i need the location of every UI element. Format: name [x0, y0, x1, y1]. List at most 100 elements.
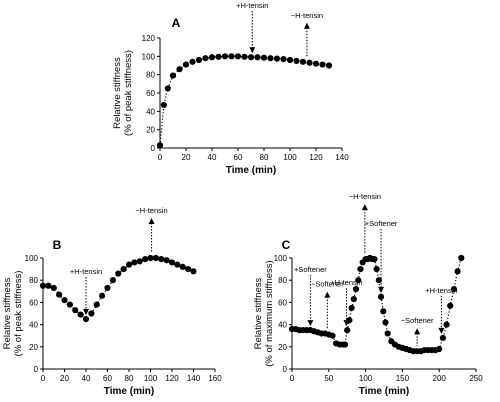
x-tick-label: 0	[290, 374, 295, 383]
data-point	[306, 59, 313, 66]
x-tick-label: 120	[309, 153, 323, 162]
annotation-label: +Softener	[365, 219, 398, 228]
data-point	[160, 101, 167, 109]
y-axis-label: Relative stiffness	[2, 277, 13, 349]
data-point	[329, 332, 336, 339]
data-point	[115, 270, 122, 277]
data-point	[450, 285, 458, 293]
data-point	[82, 315, 90, 323]
y-axis-label: Relative stiffness	[112, 57, 123, 129]
x-tick-label: 60	[234, 153, 243, 162]
x-tick-label: 200	[433, 374, 447, 383]
data-point	[99, 292, 106, 299]
y-axis-label: Relative stiffness	[253, 277, 264, 349]
data-point	[61, 297, 68, 304]
data-point	[254, 54, 261, 61]
data-point	[377, 293, 385, 300]
annotation-arrow-head	[249, 47, 256, 54]
x-tick-label: 80	[125, 374, 134, 383]
data-point	[371, 256, 378, 263]
annotation-label: −Softener	[401, 316, 434, 325]
y-tick-label: 120	[142, 34, 156, 43]
chart-panel-c: 0 50 100 150 200 250 0 20 40 60 80 100 Time (min) Rel…	[253, 192, 483, 397]
data-point	[380, 308, 387, 315]
annotation-arrow-head	[438, 327, 445, 334]
data-point	[202, 55, 209, 62]
data-point	[447, 302, 454, 309]
data-point	[355, 277, 362, 284]
annotation-arrow-head	[361, 204, 368, 211]
data-point	[260, 54, 268, 61]
data-point	[88, 310, 95, 317]
data-point	[39, 282, 47, 289]
y-tick-label: 40	[29, 321, 38, 330]
data-point	[344, 327, 351, 334]
x-tick-label: 20	[182, 153, 191, 162]
y-tick-label: 80	[29, 276, 38, 285]
series-connector	[159, 55, 330, 146]
y-tick-label: 0	[283, 365, 288, 374]
annotation-label: −H-tensin	[135, 206, 167, 215]
data-point	[352, 285, 360, 293]
annotation-arrow-head	[414, 328, 421, 335]
y-tick-label: 40	[278, 321, 287, 330]
data-point	[120, 266, 127, 273]
data-point	[185, 266, 192, 273]
annotation-label: −Softener	[311, 280, 344, 289]
annotation-label: +H-tensin	[236, 1, 268, 10]
panel-label: A	[172, 16, 181, 30]
annotation-arrow-head	[148, 218, 155, 224]
data-point	[382, 319, 389, 326]
annotation-label: +H-tensin	[330, 278, 362, 287]
data-point	[45, 282, 52, 289]
data-point	[373, 266, 380, 273]
data-point	[384, 330, 391, 337]
data-point	[439, 334, 446, 342]
chart-panel-b: 0 20 40 60 80 100 120 140 160 0 20 40 60 80 100 Time (m…	[2, 206, 222, 397]
x-tick-label: 60	[103, 374, 112, 383]
x-tick-label: 140	[187, 374, 201, 383]
y-tick-label: 80	[146, 71, 155, 80]
x-tick-label: 150	[396, 374, 410, 383]
data-point	[125, 261, 133, 268]
x-axis-label: Time (min)	[104, 386, 154, 397]
annotation-arrow-head	[307, 320, 314, 327]
data-point	[234, 53, 242, 60]
annotation-arrow-head	[324, 291, 331, 298]
data-point	[190, 268, 197, 275]
data-point	[163, 257, 170, 264]
y-axis-label: (% of maximum stiffness)	[264, 260, 275, 366]
data-point	[93, 301, 100, 308]
annotation-label: −H-tensin	[291, 11, 323, 20]
data-point	[286, 56, 294, 64]
data-point	[77, 311, 84, 318]
data-point	[174, 261, 181, 268]
y-tick-label: 100	[274, 254, 288, 263]
data-point	[443, 321, 450, 328]
data-point	[319, 61, 326, 68]
y-tick-label: 60	[278, 298, 287, 307]
data-point	[164, 85, 171, 92]
annotation-label: +Softener	[294, 265, 327, 274]
annotation-label: +H-tensin	[425, 286, 457, 295]
data-point	[325, 62, 333, 69]
data-point	[189, 58, 196, 65]
y-tick-label: 20	[29, 343, 38, 352]
x-tick-label: 100	[283, 153, 297, 162]
y-axis-label: (% of peak stiffness)	[123, 50, 134, 136]
data-point	[375, 277, 382, 284]
y-tick-label: 0	[151, 144, 156, 153]
data-point	[182, 61, 190, 68]
data-point	[247, 54, 255, 61]
data-point	[104, 284, 111, 292]
x-tick-label: 20	[60, 374, 69, 383]
data-point	[195, 56, 203, 64]
y-tick-label: 20	[146, 126, 155, 135]
data-point	[131, 259, 138, 266]
y-tick-label: 60	[146, 89, 155, 98]
y-tick-label: 80	[278, 276, 287, 285]
x-tick-label: 100	[359, 374, 373, 383]
data-point	[273, 55, 281, 62]
x-tick-label: 50	[324, 374, 333, 383]
